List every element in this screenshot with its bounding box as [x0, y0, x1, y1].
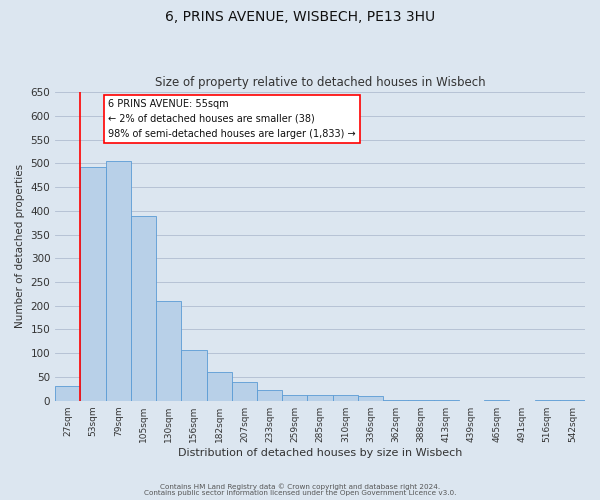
- X-axis label: Distribution of detached houses by size in Wisbech: Distribution of detached houses by size …: [178, 448, 462, 458]
- Text: 6 PRINS AVENUE: 55sqm
← 2% of detached houses are smaller (38)
98% of semi-detac: 6 PRINS AVENUE: 55sqm ← 2% of detached h…: [108, 99, 356, 139]
- Bar: [106, 161, 131, 400]
- Bar: [55, 386, 80, 400]
- Bar: [232, 382, 257, 400]
- Bar: [80, 166, 106, 400]
- Bar: [156, 301, 181, 400]
- Bar: [307, 394, 332, 400]
- Text: 6, PRINS AVENUE, WISBECH, PE13 3HU: 6, PRINS AVENUE, WISBECH, PE13 3HU: [165, 10, 435, 24]
- Bar: [358, 396, 383, 400]
- Bar: [131, 216, 156, 400]
- Bar: [257, 390, 282, 400]
- Bar: [181, 350, 206, 401]
- Bar: [282, 394, 307, 400]
- Bar: [206, 372, 232, 400]
- Title: Size of property relative to detached houses in Wisbech: Size of property relative to detached ho…: [155, 76, 485, 90]
- Text: Contains HM Land Registry data © Crown copyright and database right 2024.: Contains HM Land Registry data © Crown c…: [160, 484, 440, 490]
- Text: Contains public sector information licensed under the Open Government Licence v3: Contains public sector information licen…: [144, 490, 456, 496]
- Y-axis label: Number of detached properties: Number of detached properties: [15, 164, 25, 328]
- Bar: [332, 394, 358, 400]
